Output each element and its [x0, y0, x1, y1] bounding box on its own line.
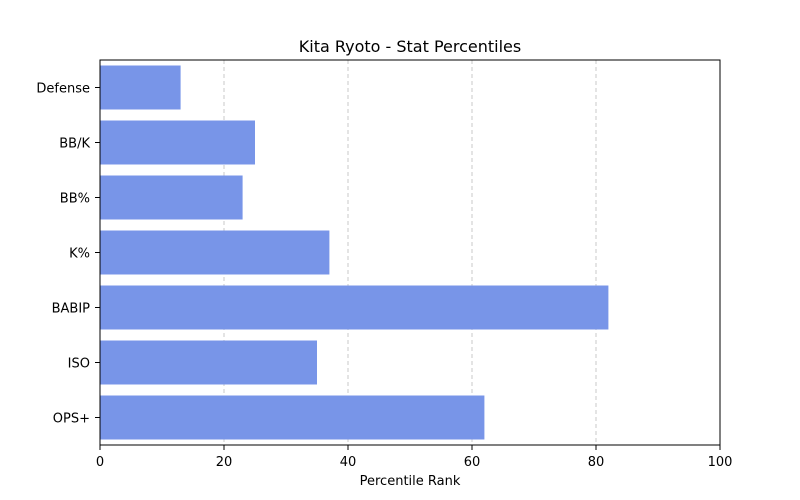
- y-tick-label: BB%: [60, 192, 90, 207]
- bar-iso: [100, 340, 317, 385]
- bar-bb-k: [100, 120, 255, 165]
- x-axis-ticks: 0 20 40 60 80 100: [96, 445, 733, 470]
- y-tick-label: ISO: [68, 357, 90, 372]
- bars: [100, 65, 609, 440]
- x-tick-label: 100: [708, 455, 733, 470]
- y-tick-label: K%: [69, 247, 90, 262]
- bar-defense: [100, 65, 181, 110]
- y-tick-label: BB/K: [59, 137, 90, 152]
- x-tick-label: 20: [216, 455, 233, 470]
- bar-ops-: [100, 395, 485, 440]
- x-tick-label: 0: [96, 455, 104, 470]
- bar-k-: [100, 230, 330, 275]
- x-axis-label: Percentile Rank: [360, 474, 461, 489]
- x-tick-label: 40: [340, 455, 357, 470]
- x-tick-label: 80: [588, 455, 605, 470]
- bar-bb-: [100, 175, 243, 220]
- y-tick-label: OPS+: [53, 412, 90, 427]
- y-tick-label: Defense: [36, 82, 90, 97]
- x-tick-label: 60: [464, 455, 481, 470]
- y-axis-ticks: Defense BB/K BB% K% BABIP ISO OPS+: [36, 82, 100, 427]
- y-tick-label: BABIP: [52, 302, 91, 317]
- chart-title: Kita Ryoto - Stat Percentiles: [299, 37, 521, 56]
- bar-babip: [100, 285, 609, 330]
